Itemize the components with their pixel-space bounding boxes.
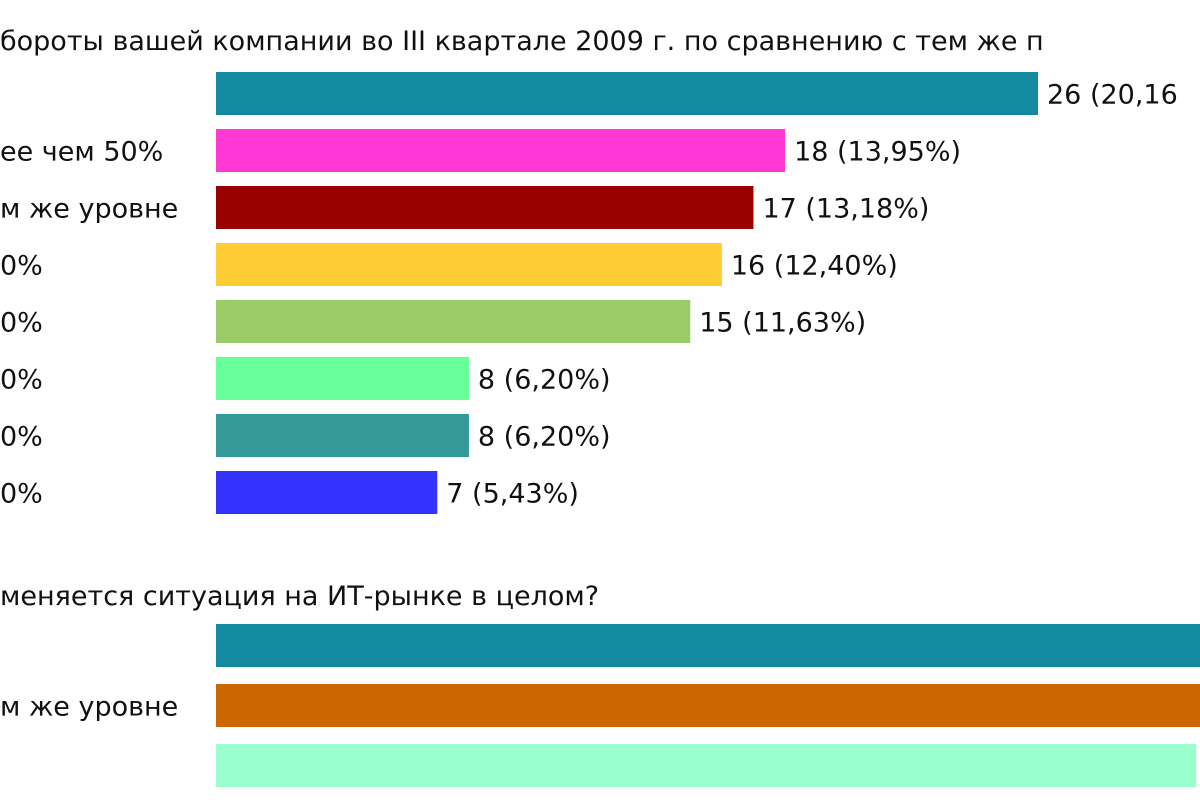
category-label-1-6: 0% [0, 365, 43, 396]
bar-2-2 [216, 684, 1200, 727]
category-label-1-4: 0% [0, 251, 43, 282]
category-label-1-2: ее чем 50% [0, 137, 163, 168]
data-label-1-1: 26 (20,16 [1047, 80, 1178, 111]
category-label-1-8: 0% [0, 479, 43, 510]
bar-2-1 [216, 624, 1200, 667]
category-label-1-3: м же уровне [0, 194, 178, 225]
category-label-1-5: 0% [0, 308, 43, 339]
data-label-1-3: 17 (13,18%) [762, 194, 929, 225]
category-label-2-2: м же уровне [0, 692, 178, 723]
bar-1-1 [216, 72, 1038, 115]
data-label-1-2: 18 (13,95%) [794, 137, 961, 168]
bar-1-3 [216, 186, 754, 229]
bar-1-4 [216, 243, 722, 286]
bar-1-6 [216, 357, 469, 400]
data-label-1-5: 15 (11,63%) [699, 308, 866, 339]
data-label-1-4: 16 (12,40%) [731, 251, 898, 282]
bar-1-8 [216, 471, 438, 514]
bar-1-5 [216, 300, 691, 343]
question-title-2: меняется ситуация на ИТ-рынке в целом? [0, 581, 599, 612]
bar-1-2 [216, 129, 786, 172]
question-title-1: бороты вашей компании во III квартале 20… [0, 26, 1044, 57]
bar-1-7 [216, 414, 469, 457]
bar-2-3 [216, 744, 1197, 787]
category-label-1-7: 0% [0, 422, 43, 453]
data-label-1-6: 8 (6,20%) [478, 365, 611, 396]
data-label-1-8: 7 (5,43%) [446, 479, 579, 510]
data-label-1-7: 8 (6,20%) [478, 422, 611, 453]
